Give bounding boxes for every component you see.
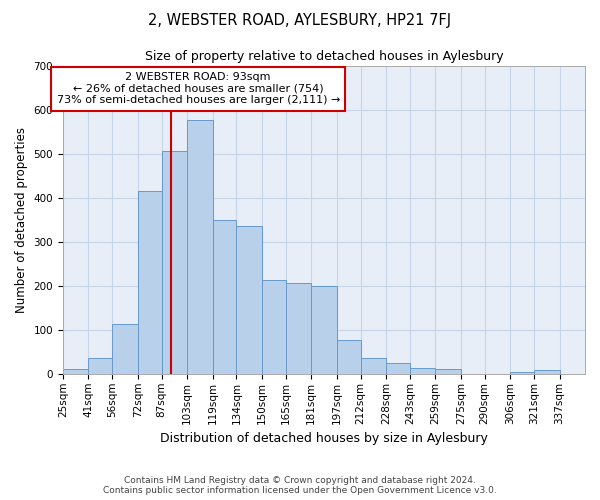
Text: Contains HM Land Registry data © Crown copyright and database right 2024.
Contai: Contains HM Land Registry data © Crown c…: [103, 476, 497, 495]
Bar: [386, 363, 410, 374]
Bar: [311, 286, 337, 374]
Bar: [337, 340, 361, 374]
Bar: [112, 324, 138, 374]
X-axis label: Distribution of detached houses by size in Aylesbury: Distribution of detached houses by size …: [160, 432, 488, 445]
Bar: [212, 220, 236, 374]
Bar: [88, 358, 112, 374]
Bar: [236, 226, 262, 374]
Title: Size of property relative to detached houses in Aylesbury: Size of property relative to detached ho…: [145, 50, 503, 63]
Bar: [410, 368, 436, 374]
Bar: [262, 280, 286, 374]
Text: 2 WEBSTER ROAD: 93sqm
← 26% of detached houses are smaller (754)
73% of semi-det: 2 WEBSTER ROAD: 93sqm ← 26% of detached …: [56, 72, 340, 106]
Bar: [436, 368, 461, 374]
Bar: [286, 282, 311, 374]
Bar: [361, 358, 386, 374]
Bar: [534, 370, 560, 374]
Text: 2, WEBSTER ROAD, AYLESBURY, HP21 7FJ: 2, WEBSTER ROAD, AYLESBURY, HP21 7FJ: [148, 12, 452, 28]
Bar: [187, 120, 212, 374]
Y-axis label: Number of detached properties: Number of detached properties: [15, 126, 28, 312]
Bar: [138, 191, 161, 374]
Bar: [63, 370, 88, 374]
Bar: [510, 372, 534, 374]
Bar: [161, 150, 187, 374]
